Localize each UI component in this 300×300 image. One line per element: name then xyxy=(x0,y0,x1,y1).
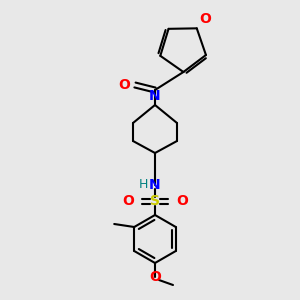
Text: O: O xyxy=(199,12,211,26)
Text: O: O xyxy=(118,78,130,92)
Text: S: S xyxy=(150,194,160,208)
Text: O: O xyxy=(149,270,161,284)
Text: O: O xyxy=(176,194,188,208)
Text: H: H xyxy=(139,178,148,191)
Text: N: N xyxy=(149,89,161,103)
Text: N: N xyxy=(149,178,161,192)
Text: O: O xyxy=(122,194,134,208)
